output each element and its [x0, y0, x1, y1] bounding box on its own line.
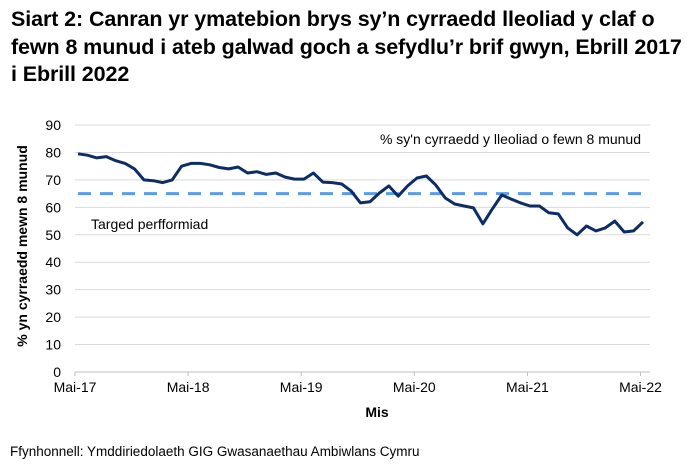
series-annotation: % sy'n cyrraedd y lleoliad o fewn 8 munu…: [380, 131, 641, 147]
x-tick-label: Mai-19: [280, 379, 323, 395]
series-line: [77, 152, 645, 237]
y-tick-label: 80: [45, 144, 61, 160]
chart-title: Siart 2: Canran yr ymatebion brys sy’n c…: [11, 7, 682, 86]
gridlines: [75, 124, 650, 346]
y-tick-label: 20: [45, 309, 61, 325]
target-annotation: Targed perfformiad: [91, 216, 208, 232]
y-tick-label: 0: [53, 364, 61, 380]
y-tick-label: 10: [45, 337, 61, 353]
x-tick-label: Mai-18: [167, 379, 210, 395]
source-note: Ffynhonnell: Ymddiriedolaeth GIG Gwasana…: [10, 444, 420, 459]
x-axis: Mai-17 Mai-18 Mai-19 Mai-20 Mai-21 Mai-22: [54, 371, 662, 395]
y-tick-label: 90: [45, 117, 61, 133]
y-tick-label: 50: [45, 227, 61, 243]
y-tick-label: 30: [45, 282, 61, 298]
y-tick-label: 60: [45, 199, 61, 215]
x-axis-title: Mis: [365, 404, 389, 420]
y-tick-label: 70: [45, 172, 61, 188]
y-tick-label: 40: [45, 254, 61, 270]
y-axis-ticks: 0 10 20 30 40 50 60 70 80 90: [45, 117, 61, 380]
y-axis-title: % yn cyrraedd mewn 8 munud: [14, 145, 30, 347]
x-tick-label: Mai-20: [393, 379, 436, 395]
x-tick-label: Mai-22: [619, 379, 662, 395]
x-tick-label: Mai-17: [54, 379, 97, 395]
x-tick-label: Mai-21: [506, 379, 549, 395]
